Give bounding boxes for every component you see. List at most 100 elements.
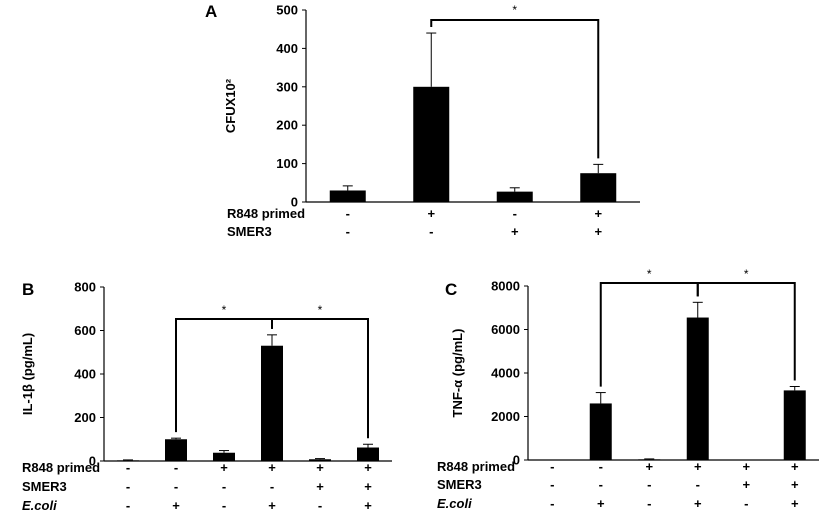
y-tick-label: 300 <box>276 79 298 94</box>
y-tick-label: 8000 <box>491 279 520 294</box>
panel-b: B 0 200 400 600 800 IL-1β (pg/mL) * * R848 primed… <box>20 280 392 513</box>
factor-sign: - <box>550 459 554 474</box>
factor-row-label: R848 primed <box>437 459 515 474</box>
bar <box>686 317 709 460</box>
y-tick-label: 200 <box>276 118 298 133</box>
significance-star: * <box>318 303 323 317</box>
factor-sign: - <box>318 498 322 513</box>
significance-bracket <box>696 282 796 381</box>
factor-sign: - <box>270 479 274 494</box>
panel-letter: B <box>22 280 34 299</box>
factor-sign: + <box>791 496 799 511</box>
factor-sign: + <box>268 460 276 475</box>
y-tick-label: 100 <box>276 156 298 171</box>
y-tick-label: 400 <box>276 41 298 56</box>
panel-letter: C <box>445 280 457 299</box>
factor-sign: + <box>645 459 653 474</box>
y-tick-label: 500 <box>276 3 298 18</box>
factor-sign: - <box>550 477 554 492</box>
factor-row-label: SMER3 <box>227 224 272 239</box>
factor-sign: - <box>550 496 554 511</box>
significance-star: * <box>647 267 652 281</box>
factor-sign: + <box>364 498 372 513</box>
factor-sign: - <box>647 496 651 511</box>
factor-sign: + <box>694 496 702 511</box>
bar <box>580 173 617 202</box>
factor-sign: - <box>222 498 226 513</box>
bar <box>329 190 366 202</box>
factor-sign: + <box>364 479 372 494</box>
factor-sign: - <box>429 224 433 239</box>
factor-sign: + <box>427 206 435 221</box>
factor-row-label: E.coli <box>437 496 472 511</box>
factor-sign: - <box>174 479 178 494</box>
y-tick-label: 400 <box>74 367 96 382</box>
factor-row-label: SMER3 <box>437 477 482 492</box>
factor-sign: - <box>513 206 517 221</box>
significance-bracket <box>175 318 273 433</box>
y-tick-label: 800 <box>74 280 96 295</box>
factor-sign: + <box>172 498 180 513</box>
factor-sign: + <box>791 459 799 474</box>
factor-sign: - <box>696 477 700 492</box>
factor-row-label: SMER3 <box>22 479 67 494</box>
factor-sign: + <box>511 224 519 239</box>
panel-c: C 0 2000 4000 6000 8000 TNF-α (pg/mL) * * R848 pr… <box>437 267 819 511</box>
factor-sign: + <box>694 459 702 474</box>
factor-sign: - <box>346 224 350 239</box>
y-tick-label: 6000 <box>491 322 520 337</box>
significance-star: * <box>512 3 517 17</box>
factor-sign: + <box>316 479 324 494</box>
factor-sign: - <box>222 479 226 494</box>
panel-a: A 0 100 200 300 400 500 CFUX10² * R848 primed - + - +… <box>205 2 640 239</box>
bar <box>309 459 331 461</box>
bar <box>638 459 661 460</box>
factor-sign: + <box>594 206 602 221</box>
y-axis-label: CFUX10² <box>223 78 238 133</box>
significance-star: * <box>744 267 749 281</box>
bar <box>413 86 450 202</box>
y-axis-label: IL-1β (pg/mL) <box>20 333 35 415</box>
factor-sign: + <box>791 477 799 492</box>
y-axis-label: TNF-α (pg/mL) <box>450 329 465 418</box>
factor-sign: - <box>647 477 651 492</box>
bar <box>117 460 139 461</box>
factor-sign: - <box>744 496 748 511</box>
factor-row-label: E.coli <box>22 498 57 513</box>
factor-sign: + <box>597 496 605 511</box>
panel-letter: A <box>205 2 217 21</box>
bar <box>165 439 187 461</box>
significance-bracket <box>271 318 369 439</box>
y-tick-label: 200 <box>74 410 96 425</box>
factor-row-label: R848 primed <box>227 206 305 221</box>
factor-sign: + <box>742 459 750 474</box>
bar <box>589 403 612 460</box>
y-tick-label: 4000 <box>491 366 520 381</box>
factor-sign: - <box>599 477 603 492</box>
factor-sign: + <box>742 477 750 492</box>
y-tick-label: 600 <box>74 323 96 338</box>
factor-sign: - <box>346 206 350 221</box>
bar <box>496 191 533 202</box>
factor-sign: + <box>316 460 324 475</box>
factor-sign: + <box>220 460 228 475</box>
significance-bracket <box>430 19 600 159</box>
significance-star: * <box>222 303 227 317</box>
y-tick-label: 0 <box>513 453 520 468</box>
bar <box>213 452 235 461</box>
y-tick-label: 0 <box>291 195 298 210</box>
factor-sign: - <box>174 460 178 475</box>
bar <box>783 390 806 460</box>
factor-sign: + <box>268 498 276 513</box>
bar <box>357 447 379 461</box>
y-tick-label: 2000 <box>491 409 520 424</box>
bar <box>261 345 283 461</box>
factor-sign: - <box>599 459 603 474</box>
factor-sign: - <box>126 479 130 494</box>
factor-sign: + <box>364 460 372 475</box>
factor-sign: + <box>594 224 602 239</box>
y-tick-label: 0 <box>89 454 96 469</box>
factor-sign: - <box>126 460 130 475</box>
factor-row-label: R848 primed <box>22 460 100 475</box>
